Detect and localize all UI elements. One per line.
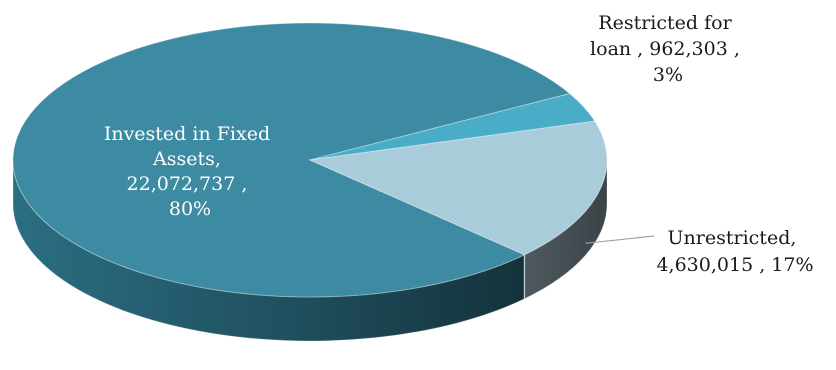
data-label-unrestricted: Unrestricted, 4,630,015 , 17% — [656, 227, 813, 276]
pie-slice-2 — [308, 120, 608, 256]
leader-lines — [585, 235, 655, 244]
data-label-invested-fixed-assets: Invested in Fixed Assets, 22,072,737 , 8… — [104, 123, 276, 220]
pie-slice-1 — [309, 93, 596, 161]
data-label-restricted-for-loan: Restricted for loan , 962,303 , 3% — [590, 12, 746, 86]
data-labels: Invested in Fixed Assets, 22,072,737 , 8… — [104, 12, 814, 276]
pie-tops — [12, 22, 608, 298]
leader-line-unrestricted — [585, 235, 655, 244]
pie-slice-0 — [12, 22, 571, 298]
